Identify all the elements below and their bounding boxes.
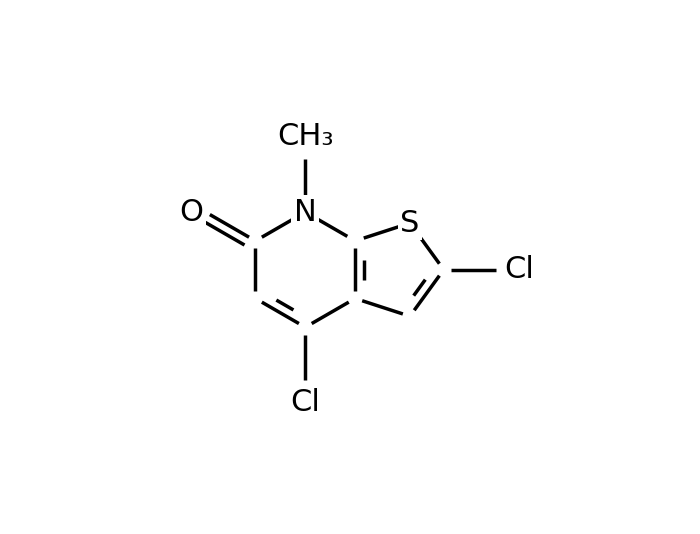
Text: O: O [179,198,204,226]
Text: CH₃: CH₃ [277,122,333,151]
Text: S: S [400,209,419,238]
Text: Cl: Cl [505,255,535,284]
Text: Cl: Cl [290,388,320,417]
Text: N: N [294,198,316,226]
